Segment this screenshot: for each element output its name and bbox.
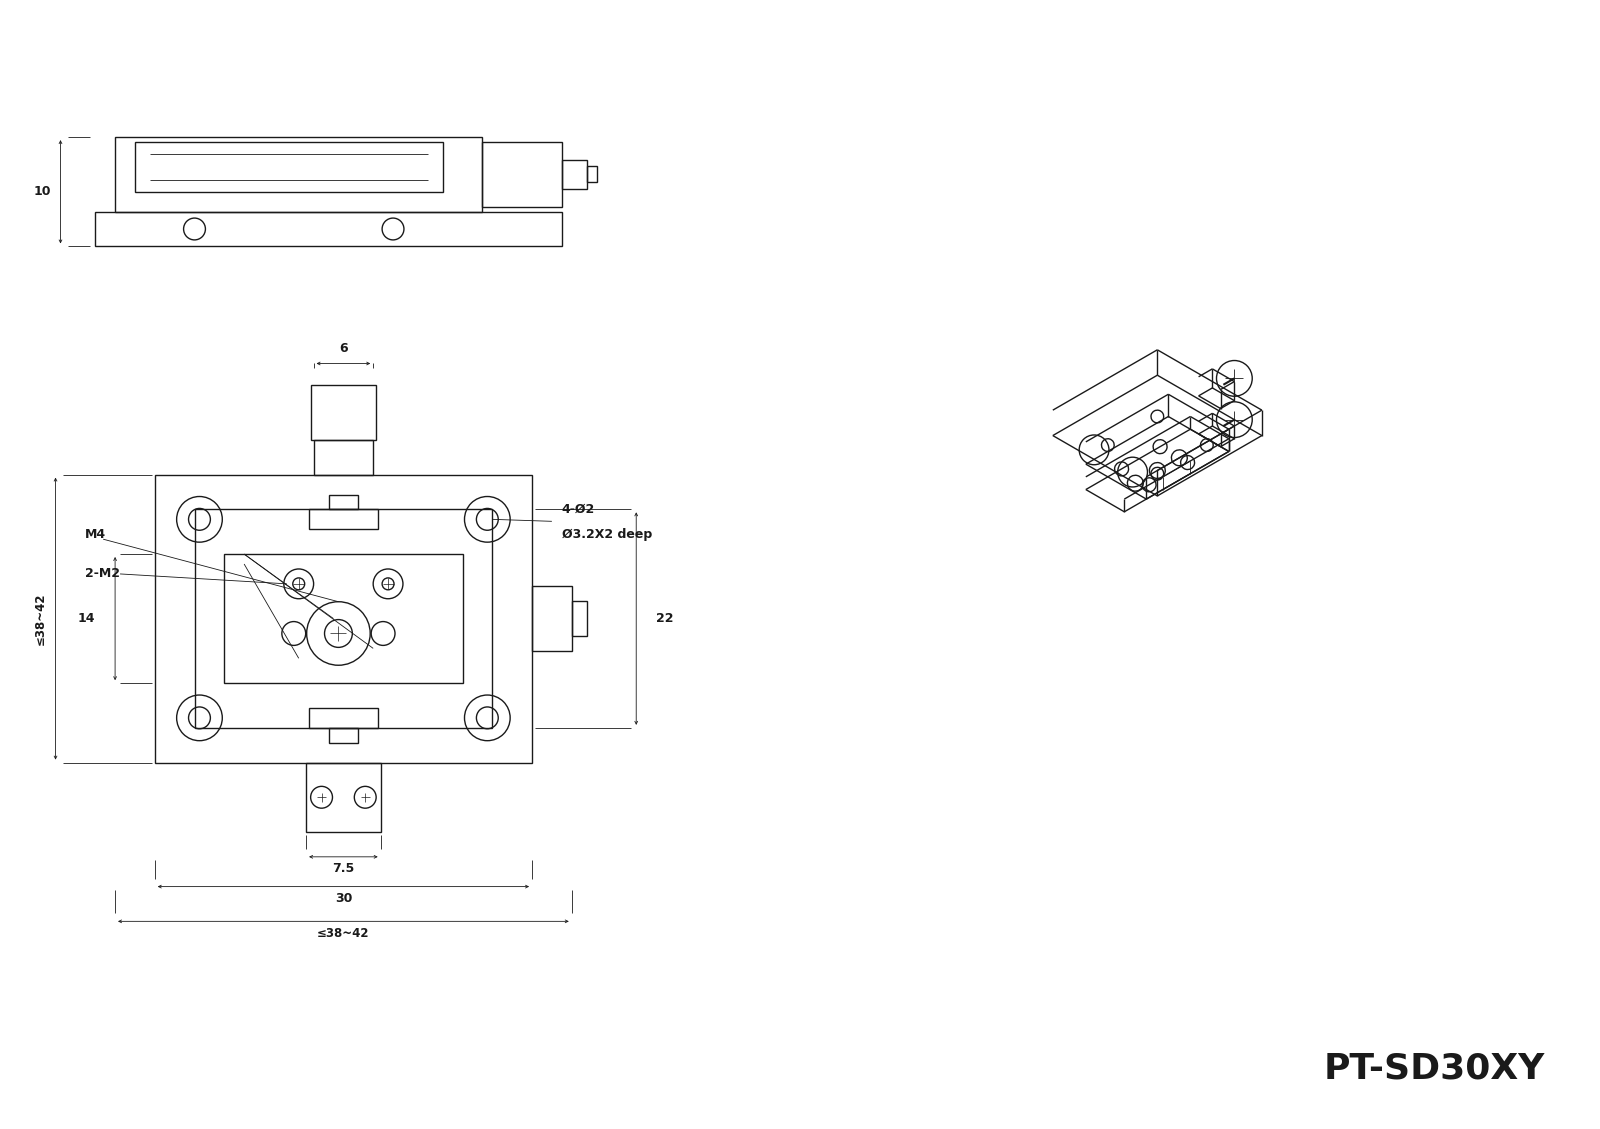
Text: 4-Ø2: 4-Ø2: [562, 502, 595, 516]
Bar: [96, 211, 562, 246]
Text: 30: 30: [334, 892, 352, 905]
Bar: [571, 601, 587, 637]
Bar: [224, 554, 462, 683]
Bar: [310, 385, 376, 440]
Text: 10: 10: [34, 185, 51, 199]
Bar: [482, 142, 562, 207]
Bar: [195, 509, 493, 728]
Text: 2-M2: 2-M2: [85, 568, 120, 580]
Text: 14: 14: [78, 612, 96, 625]
Bar: [155, 474, 531, 762]
Bar: [587, 166, 597, 183]
Bar: [328, 495, 358, 509]
Text: 22: 22: [656, 612, 674, 625]
Text: Ø3.2X2 deep: Ø3.2X2 deep: [562, 527, 653, 541]
Bar: [115, 138, 482, 211]
Text: ≤38~42: ≤38~42: [34, 593, 46, 645]
Bar: [309, 708, 378, 728]
Text: M4: M4: [85, 527, 107, 541]
Bar: [306, 762, 381, 832]
Bar: [328, 728, 358, 743]
Bar: [531, 586, 571, 650]
Text: PT-SD30XY: PT-SD30XY: [1323, 1051, 1544, 1085]
Text: 6: 6: [339, 342, 347, 356]
Text: ≤38~42: ≤38~42: [317, 927, 370, 939]
Text: 7.5: 7.5: [333, 863, 355, 875]
Bar: [314, 440, 373, 474]
Bar: [134, 142, 443, 192]
Bar: [562, 159, 587, 190]
Bar: [309, 509, 378, 530]
